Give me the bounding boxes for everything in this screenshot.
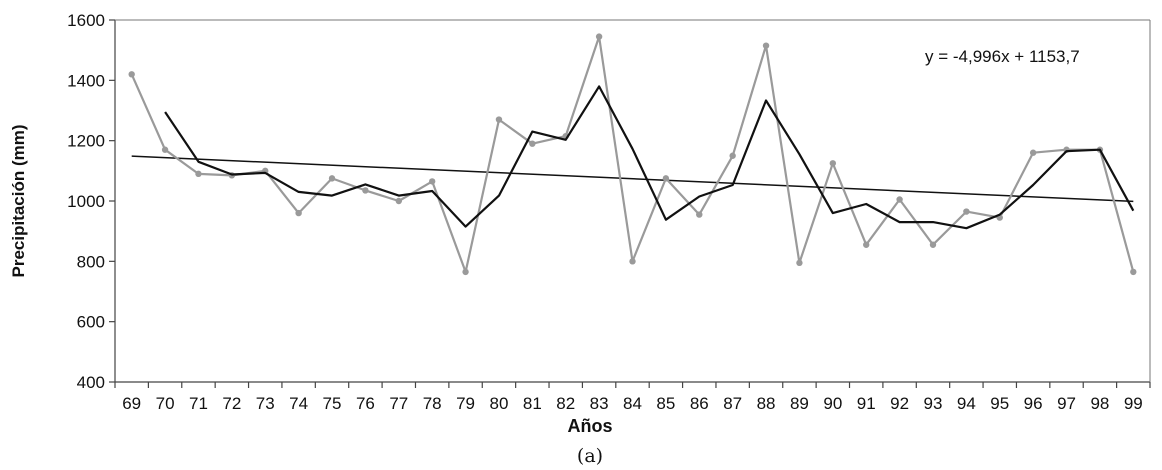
- observed-data-point: [128, 71, 135, 78]
- observed-data-point: [395, 197, 402, 205]
- x-tick-label: 72: [222, 394, 241, 413]
- x-tick-label: 94: [957, 394, 976, 413]
- x-tick-label: 93: [924, 394, 943, 413]
- x-tick-label: 97: [1057, 394, 1076, 413]
- x-tick-label: 99: [1124, 394, 1143, 413]
- x-tick-label: 88: [757, 394, 776, 413]
- plot-area: [114, 19, 1151, 383]
- observed-data-point: [495, 116, 503, 123]
- x-tick-label: 77: [389, 394, 408, 413]
- x-tick-label: 86: [690, 394, 709, 413]
- x-tick-label: 84: [623, 394, 642, 413]
- series-layer: [128, 33, 1137, 276]
- observed-data-point: [696, 211, 703, 218]
- y-tick-label: 400: [77, 373, 105, 392]
- x-tick-label: 89: [790, 394, 809, 413]
- y-tick-label: 800: [77, 252, 105, 271]
- x-tick-label: 87: [723, 394, 742, 413]
- y-tick-label: 1400: [67, 71, 105, 90]
- x-tick-label: 90: [823, 394, 842, 413]
- x-tick-label: 71: [189, 394, 208, 413]
- x-tick-label: 95: [990, 394, 1009, 413]
- y-tick-label: 1600: [67, 11, 105, 30]
- x-tick-label: 81: [523, 394, 542, 413]
- y-tick-label: 600: [77, 313, 105, 332]
- trendline-equation: y = -4,996x + 1153,7: [925, 47, 1080, 66]
- observed-data-point: [929, 241, 937, 248]
- observed-data-point: [295, 209, 302, 217]
- x-tick-label: 69: [122, 394, 141, 413]
- y-axis-title: Precipitación (mm): [9, 124, 28, 277]
- x-tick-label: 74: [289, 394, 308, 413]
- x-tick-label: 70: [156, 394, 175, 413]
- observed-data-point: [195, 170, 202, 178]
- observed-data-point: [1130, 268, 1137, 276]
- x-tick-label: 78: [423, 394, 442, 413]
- observed-data-point: [428, 178, 436, 185]
- x-tick-label: 91: [857, 394, 876, 413]
- observed-data-point: [729, 152, 736, 159]
- x-tick-label: 98: [1090, 394, 1109, 413]
- observed-data-point: [829, 160, 837, 167]
- observed-data-point: [796, 259, 803, 267]
- x-tick-label: 96: [1024, 394, 1043, 413]
- x-tick-label: 75: [323, 394, 342, 413]
- x-tick-label: 83: [590, 394, 609, 413]
- observed-data-point: [863, 241, 870, 248]
- x-tick-label: 79: [456, 394, 475, 413]
- figure-caption: (a): [577, 445, 603, 467]
- y-tick-label: 1200: [67, 132, 105, 151]
- x-tick-label: 80: [489, 394, 508, 413]
- x-tick-label: 92: [890, 394, 909, 413]
- observed-data-point: [529, 140, 536, 147]
- observed-data-point: [1029, 149, 1037, 156]
- observed-data-point: [896, 196, 903, 203]
- observed-data-point: [595, 33, 603, 40]
- observed-data-point: [762, 42, 770, 49]
- observed-data-point: [161, 146, 169, 153]
- moving-average-series-line: [164, 85, 1135, 230]
- y-tick-label: 1000: [67, 192, 105, 211]
- x-tick-label: 76: [356, 394, 375, 413]
- observed-series-line: [130, 35, 1135, 273]
- observed-data-point: [662, 175, 670, 182]
- observed-data-point: [629, 258, 636, 265]
- observed-data-point: [328, 175, 336, 182]
- x-tick-label: 85: [656, 394, 675, 413]
- observed-data-point: [963, 208, 970, 215]
- trend-line: [131, 155, 1134, 203]
- x-tick-label: 73: [256, 394, 275, 413]
- observed-data-point: [462, 268, 469, 276]
- observed-data-point: [362, 187, 369, 194]
- x-axis-ticks: 69 70 71 72 73 74 75 76 77 78 79 80 81 82 83 84 85 86 87 88…: [114, 382, 1151, 413]
- y-axis-ticks: 400 600 800 1000 1200 1400 1600: [67, 11, 115, 392]
- x-tick-label: 82: [556, 394, 575, 413]
- x-axis-title: Años: [568, 416, 613, 436]
